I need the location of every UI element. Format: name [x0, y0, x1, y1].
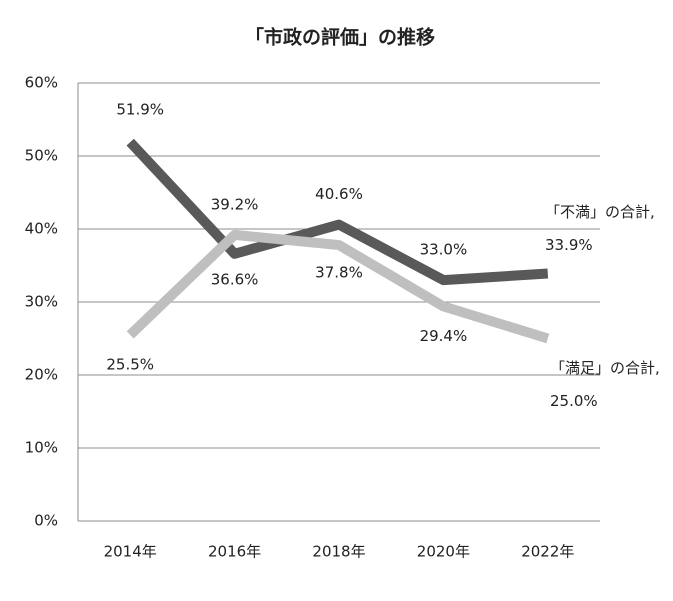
series-line	[126, 138, 549, 286]
data-label: , 25.0%	[550, 359, 660, 410]
x-tick-label: 2020年	[417, 543, 470, 561]
data-label: 39.2%	[211, 195, 259, 213]
series-name: 「満足」の合計	[550, 359, 656, 377]
end-label: 「満足」の合計, 25.0%	[550, 352, 660, 418]
x-tick-label: 2016年	[208, 543, 261, 561]
data-label: 33.0%	[420, 241, 468, 259]
y-tick-label: 50%	[25, 147, 58, 165]
series-name: 「不満」の合計	[545, 203, 651, 221]
end-label: 「不満」の合計, 33.9%	[545, 196, 655, 262]
data-label: 25.5%	[106, 355, 154, 373]
data-label: , 33.9%	[545, 203, 655, 254]
chart-title: 「市政の評価」の推移	[245, 26, 435, 49]
data-label: 51.9%	[116, 101, 164, 119]
data-label: 40.6%	[315, 185, 363, 203]
y-tick-label: 10%	[25, 439, 58, 457]
y-tick-label: 30%	[25, 293, 58, 311]
y-tick-label: 60%	[25, 74, 58, 92]
data-label: 37.8%	[315, 264, 363, 282]
y-tick-label: 0%	[34, 512, 58, 530]
x-tick-label: 2014年	[104, 543, 157, 561]
series-line	[126, 229, 550, 344]
y-tick-label: 20%	[25, 366, 58, 384]
y-tick-label: 40%	[25, 220, 58, 238]
data-label: 36.6%	[211, 270, 259, 288]
x-tick-label: 2022年	[521, 543, 574, 561]
x-tick-label: 2018年	[312, 543, 365, 561]
data-label: 29.4%	[420, 327, 468, 345]
